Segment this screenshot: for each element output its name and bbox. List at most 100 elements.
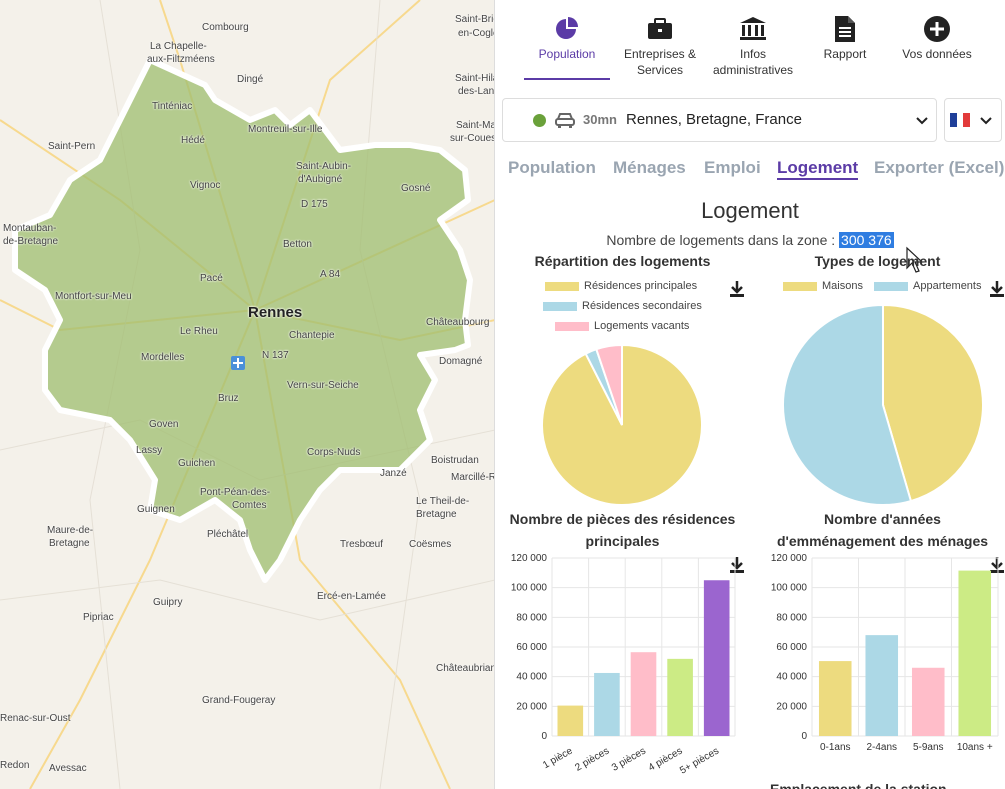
legend-item[interactable]: Maisons bbox=[783, 280, 863, 292]
map-canvas bbox=[0, 0, 494, 789]
map-place-label: Gosné bbox=[401, 183, 431, 194]
french-flag-icon bbox=[950, 113, 970, 127]
chevron-down-icon bbox=[916, 117, 928, 125]
y-tick-label: 0 bbox=[541, 731, 547, 742]
pie-slice[interactable] bbox=[595, 343, 623, 426]
chart1-title: Répartition des logements bbox=[534, 253, 711, 269]
section-tabs: Population Ménages Emploi Logement Expor… bbox=[495, 158, 1005, 182]
y-tick-label: 120 000 bbox=[771, 553, 808, 564]
document-icon bbox=[835, 16, 855, 42]
map-place-label: Renac-sur-Oust bbox=[0, 713, 71, 724]
location-selector[interactable]: 30mn Rennes, Bretagne, France bbox=[502, 98, 937, 142]
map-place-label: Coësmes bbox=[409, 539, 452, 550]
x-tick-label: 5-9ans bbox=[913, 742, 944, 753]
download-icon[interactable] bbox=[729, 280, 745, 298]
y-tick-label: 120 000 bbox=[511, 553, 548, 564]
tab-population[interactable]: Population bbox=[508, 158, 596, 177]
map-place-label: N 137 bbox=[262, 350, 289, 361]
map-place-label: Bretagne bbox=[416, 509, 457, 520]
map-place-label: Bruz bbox=[218, 393, 239, 404]
map-place-label: Janzé bbox=[380, 468, 407, 479]
chart2-title: Types de logement bbox=[814, 253, 941, 269]
map-place-label: Grand-Fougeray bbox=[202, 695, 276, 706]
download-icon[interactable] bbox=[729, 556, 745, 574]
bar bbox=[865, 635, 899, 736]
car-icon bbox=[555, 113, 575, 128]
nav-vos-donnees[interactable]: Vos données bbox=[891, 12, 983, 62]
chevron-down-icon bbox=[980, 117, 992, 125]
language-selector[interactable] bbox=[944, 98, 1002, 142]
map-place-label: des-Landes bbox=[458, 86, 495, 97]
housing-count: Nombre de logements dans la zone : 300 3… bbox=[495, 232, 1005, 248]
legend-item[interactable]: Résidences secondaires bbox=[543, 300, 702, 312]
tab-emploi[interactable]: Emploi bbox=[704, 158, 761, 177]
x-tick-label: 5+ pièces bbox=[678, 746, 721, 777]
bar bbox=[818, 661, 852, 736]
legend-item[interactable]: Appartements bbox=[874, 280, 981, 292]
pie-chart-repartition bbox=[541, 343, 703, 506]
pie-slice[interactable] bbox=[882, 303, 984, 503]
location-text: Rennes, Bretagne, France bbox=[626, 111, 802, 128]
top-nav: Population Entreprises & Services Infos … bbox=[495, 0, 1005, 92]
tab-logement[interactable]: Logement bbox=[777, 158, 859, 180]
map-place-label: Avessac bbox=[49, 763, 87, 774]
y-tick-label: 80 000 bbox=[516, 612, 547, 623]
map-place-label: Châteaubourg bbox=[426, 317, 490, 328]
y-tick-label: 40 000 bbox=[516, 672, 547, 683]
plus-circle-icon bbox=[924, 16, 950, 42]
map-place-label: Guignen bbox=[137, 504, 175, 515]
legend-item[interactable]: Résidences principales bbox=[545, 280, 697, 292]
nav-entreprises[interactable]: Entreprises & Services bbox=[615, 12, 705, 78]
download-icon[interactable] bbox=[989, 556, 1005, 574]
map-place-label: Saint-Brice- bbox=[455, 14, 494, 25]
map-place-label: Tinténiac bbox=[152, 101, 193, 112]
map-place-label: Dingé bbox=[237, 74, 264, 85]
y-tick-label: 0 bbox=[801, 731, 807, 742]
y-tick-label: 60 000 bbox=[516, 642, 547, 653]
chart4-title: Nombre d'années d'emménagement des ménag… bbox=[776, 511, 989, 549]
tab-menages[interactable]: Ménages bbox=[613, 158, 686, 177]
pie-slice[interactable] bbox=[782, 303, 913, 506]
map-place-label: D 175 bbox=[301, 199, 328, 210]
nav-label: Vos données bbox=[902, 47, 972, 61]
isochrone-zone bbox=[12, 57, 473, 583]
map-place-label: Pacé bbox=[200, 273, 223, 284]
map-place-label: Saint-Marc- bbox=[456, 120, 495, 131]
map-place-label: Ercé-en-Lamée bbox=[317, 591, 386, 602]
nav-population[interactable]: Population bbox=[524, 12, 610, 62]
download-icon[interactable] bbox=[989, 280, 1005, 298]
nav-infos-administratives[interactable]: Infos administratives bbox=[707, 12, 799, 78]
y-tick-label: 20 000 bbox=[516, 701, 547, 712]
map-place-label: Chantepie bbox=[289, 330, 335, 341]
map-place-label: Redon bbox=[0, 760, 30, 771]
map-place-label: Combourg bbox=[202, 22, 249, 33]
map-place-label: Maure-de- bbox=[47, 525, 94, 536]
housing-count-label: Nombre de logements dans la zone : bbox=[606, 232, 836, 248]
nav-rapport[interactable]: Rapport bbox=[805, 12, 885, 62]
data-panel: Population Entreprises & Services Infos … bbox=[495, 0, 1005, 789]
map-place-label: d'Aubigné bbox=[298, 174, 343, 185]
map-place-label: aux-Filtzméens bbox=[147, 54, 215, 65]
tab-exporter[interactable]: Exporter (Excel) bbox=[874, 158, 1005, 177]
bar bbox=[557, 705, 584, 736]
map-place-label: Comtes bbox=[232, 500, 267, 511]
bar bbox=[958, 570, 992, 736]
map-place-label: La Chapelle- bbox=[150, 41, 207, 52]
x-tick-label: 3 pièces bbox=[610, 746, 648, 774]
status-dot bbox=[533, 114, 546, 127]
map-place-label: Vern-sur-Seiche bbox=[287, 380, 359, 391]
airport-icon bbox=[231, 356, 245, 370]
next-chart-title: Emplacement de la station ... bbox=[770, 781, 963, 789]
legend-item[interactable]: Logements vacants bbox=[555, 320, 689, 332]
bar bbox=[594, 672, 620, 736]
map-view[interactable]: Combourg La Chapelle-aux-Filtzméens Dingé S… bbox=[0, 0, 495, 789]
map-place-label: Betton bbox=[283, 239, 312, 250]
y-tick-label: 20 000 bbox=[776, 701, 807, 712]
map-place-label: Corps-Nuds bbox=[307, 447, 361, 458]
y-tick-label: 100 000 bbox=[511, 583, 548, 594]
map-place-label: Hédé bbox=[181, 135, 205, 146]
y-tick-label: 60 000 bbox=[776, 642, 807, 653]
pie-chart-types bbox=[782, 303, 984, 506]
mouse-cursor-icon bbox=[906, 246, 924, 273]
nav-label: Rapport bbox=[823, 47, 867, 61]
